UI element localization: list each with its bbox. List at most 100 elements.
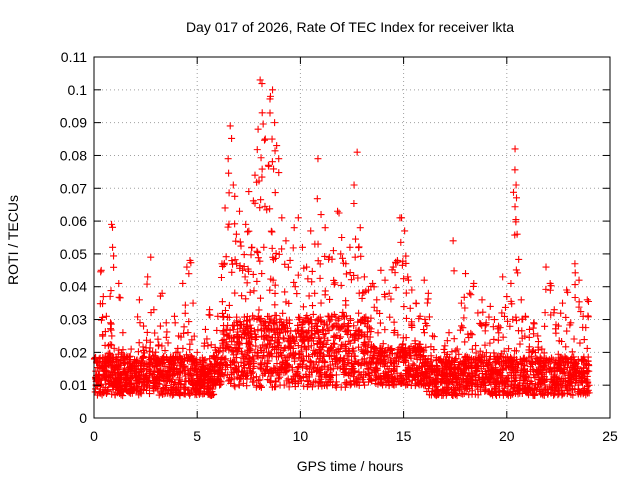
data-point [188, 336, 196, 344]
data-point [174, 370, 182, 378]
data-point [134, 348, 142, 356]
data-point [275, 325, 283, 333]
data-point [283, 367, 291, 375]
data-point [271, 311, 279, 319]
data-point [468, 345, 476, 353]
data-point [356, 374, 364, 382]
data-point [341, 340, 349, 348]
data-point [339, 308, 347, 316]
data-point [427, 352, 435, 360]
data-point [107, 357, 115, 365]
data-point [341, 327, 349, 335]
data-point [324, 325, 332, 333]
data-point [420, 325, 428, 333]
data-point [439, 373, 447, 381]
data-point [321, 287, 329, 295]
data-point [240, 251, 248, 259]
data-point [100, 365, 108, 373]
data-point [152, 359, 160, 367]
data-point [342, 379, 350, 387]
data-point [461, 304, 469, 312]
data-point [493, 358, 501, 366]
data-point [312, 348, 320, 356]
data-point [381, 349, 389, 357]
data-point [326, 372, 334, 380]
data-point [496, 391, 504, 399]
data-point [430, 333, 438, 341]
data-point [488, 371, 496, 379]
data-point [161, 347, 169, 355]
data-point [177, 380, 185, 388]
data-point [207, 341, 215, 349]
data-point [250, 287, 258, 295]
data-point [435, 389, 443, 397]
data-point [374, 380, 382, 388]
data-point [557, 309, 565, 317]
data-point [402, 259, 410, 267]
data-point [292, 350, 300, 358]
data-point [342, 345, 350, 353]
data-point [570, 335, 578, 343]
data-point [219, 328, 227, 336]
data-point [244, 346, 252, 354]
data-point [434, 366, 442, 374]
data-point [268, 244, 276, 252]
data-point [185, 389, 193, 397]
data-point [223, 371, 231, 379]
data-point [381, 326, 389, 334]
data-point [271, 281, 279, 289]
data-point [583, 296, 591, 304]
data-point [338, 234, 346, 241]
data-point [314, 328, 322, 336]
data-point [484, 366, 492, 374]
data-point [246, 358, 254, 366]
data-point [335, 326, 343, 334]
data-point [585, 381, 593, 389]
data-point [505, 345, 513, 353]
data-point [242, 220, 250, 228]
data-point [430, 346, 438, 354]
data-point [313, 316, 321, 324]
data-point [140, 349, 148, 357]
data-point [164, 339, 172, 347]
data-point [445, 329, 453, 337]
data-point [191, 391, 199, 399]
data-point [159, 385, 167, 393]
data-point [213, 326, 221, 334]
data-point [217, 359, 225, 367]
data-point [289, 244, 297, 252]
data-point [94, 382, 102, 390]
data-point [295, 329, 303, 337]
data-point [562, 313, 570, 321]
data-point [327, 316, 335, 324]
data-point [512, 266, 520, 274]
data-point [396, 214, 404, 222]
data-point [505, 363, 513, 371]
data-point [394, 331, 402, 339]
data-point [127, 374, 135, 382]
data-point [525, 373, 533, 381]
data-point [268, 228, 276, 236]
data-point [170, 360, 178, 368]
data-point [460, 314, 468, 322]
data-point [421, 315, 429, 323]
x-tick-label: 20 [499, 428, 515, 444]
data-point [365, 359, 373, 367]
data-point [107, 368, 115, 376]
data-point [221, 307, 229, 315]
data-point [119, 329, 127, 337]
data-point [198, 366, 206, 374]
data-point [272, 345, 280, 353]
data-point [179, 344, 187, 352]
data-point [131, 373, 139, 381]
data-point [254, 249, 262, 257]
data-point [477, 320, 485, 328]
data-point [472, 349, 480, 357]
data-point [327, 343, 335, 351]
data-point [469, 282, 477, 290]
data-point [358, 294, 366, 302]
data-point [571, 269, 579, 277]
data-point [360, 338, 368, 346]
data-point [494, 368, 502, 376]
data-point [387, 345, 395, 353]
